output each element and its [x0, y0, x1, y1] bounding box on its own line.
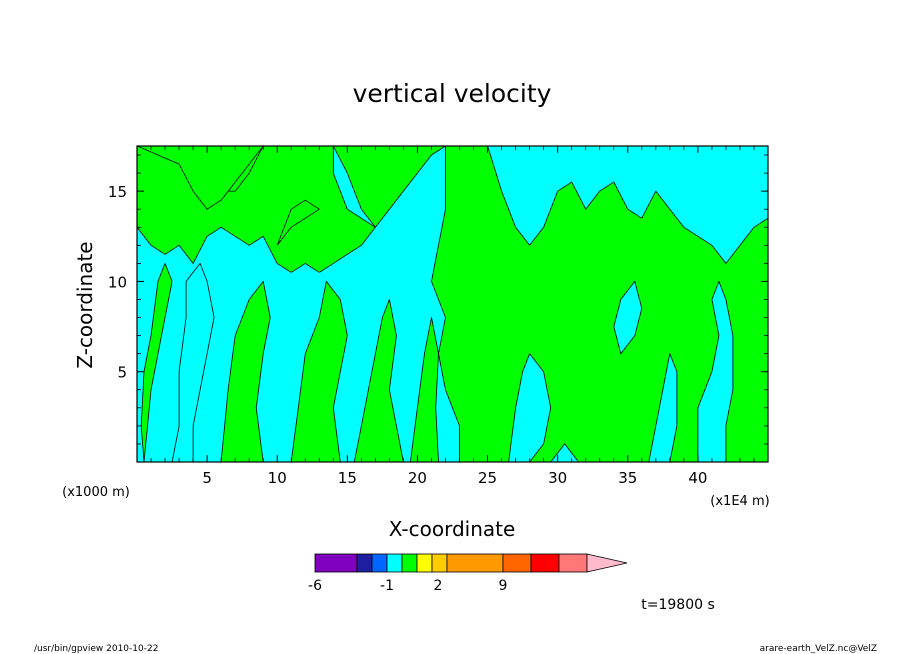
colorbar: -6 -1 2 9: [308, 553, 628, 594]
colorbar-swatch: [558, 553, 588, 573]
contour-region-1-4: [409, 317, 439, 462]
colorbar-swatch: [356, 553, 373, 573]
x-tick-label: 20: [408, 469, 427, 487]
contour-region-1-7: [137, 146, 264, 210]
x-unit-right: (x1E4 m): [710, 494, 769, 509]
x-tick-label: 10: [268, 469, 287, 487]
x-tick-label: 15: [338, 469, 357, 487]
colorbar-arrow: [586, 553, 628, 573]
contour-region-0-2: [487, 146, 768, 264]
contour-region-0-5: [697, 280, 734, 462]
x-tick-label: 30: [548, 469, 567, 487]
contour-region-2-1: [648, 353, 678, 462]
contour-region-1-3: [353, 299, 404, 462]
x-unit-left: (x1000 m): [62, 485, 130, 500]
colorbar-label: -1: [380, 578, 394, 594]
colorbar-swatch: [371, 553, 388, 573]
colorbar-swatch: [401, 553, 418, 573]
colorbar-swatch: [502, 553, 532, 573]
plot-area: [136, 145, 769, 463]
contour-region-1-2: [290, 280, 348, 462]
y-tick-label: 10: [108, 273, 127, 291]
contour-region-1-5: [276, 199, 320, 246]
chart-title: vertical velocity: [353, 79, 552, 108]
colorbar-label: 9: [499, 578, 508, 594]
contour-region-0-6: [171, 262, 215, 462]
x-axis-label: X-coordinate: [389, 517, 516, 541]
x-tick-label: 25: [478, 469, 497, 487]
y-axis-ticks: 5 10 15: [108, 154, 768, 445]
colorbar-swatch: [416, 553, 433, 573]
footer-left: /usr/bin/gpview 2010-10-22: [34, 644, 158, 654]
contour-region-1-1: [220, 280, 271, 462]
x-tick-label: 35: [618, 469, 637, 487]
colorbar-label: 2: [434, 578, 443, 594]
footer-right: arare-earth_VelZ.nc@VelZ: [760, 644, 877, 654]
colorbar-swatch: [446, 553, 504, 573]
colorbar-swatch: [530, 553, 560, 573]
y-axis-label: Z-coordinate: [73, 241, 97, 368]
colorbar-swatch: [431, 553, 448, 573]
y-tick-label: 15: [108, 183, 127, 201]
plot-frame: [136, 145, 769, 463]
x-tick-label: 5: [202, 469, 212, 487]
x-tick-label: 40: [688, 469, 707, 487]
colorbar-label: -6: [308, 578, 322, 594]
colorbar-swatch: [314, 553, 358, 573]
x-axis-ticks: 5 10 15 20 25 30 35 40: [150, 146, 755, 487]
contour-region-0-1: [332, 146, 376, 228]
timestamp: t=19800 s: [641, 597, 715, 613]
colorbar-swatch: [386, 553, 403, 573]
contour-region-0-4: [613, 280, 643, 355]
contour-region-2-0: [508, 353, 552, 462]
contour-region-1-0: [140, 262, 173, 462]
y-tick-label: 5: [117, 364, 127, 382]
